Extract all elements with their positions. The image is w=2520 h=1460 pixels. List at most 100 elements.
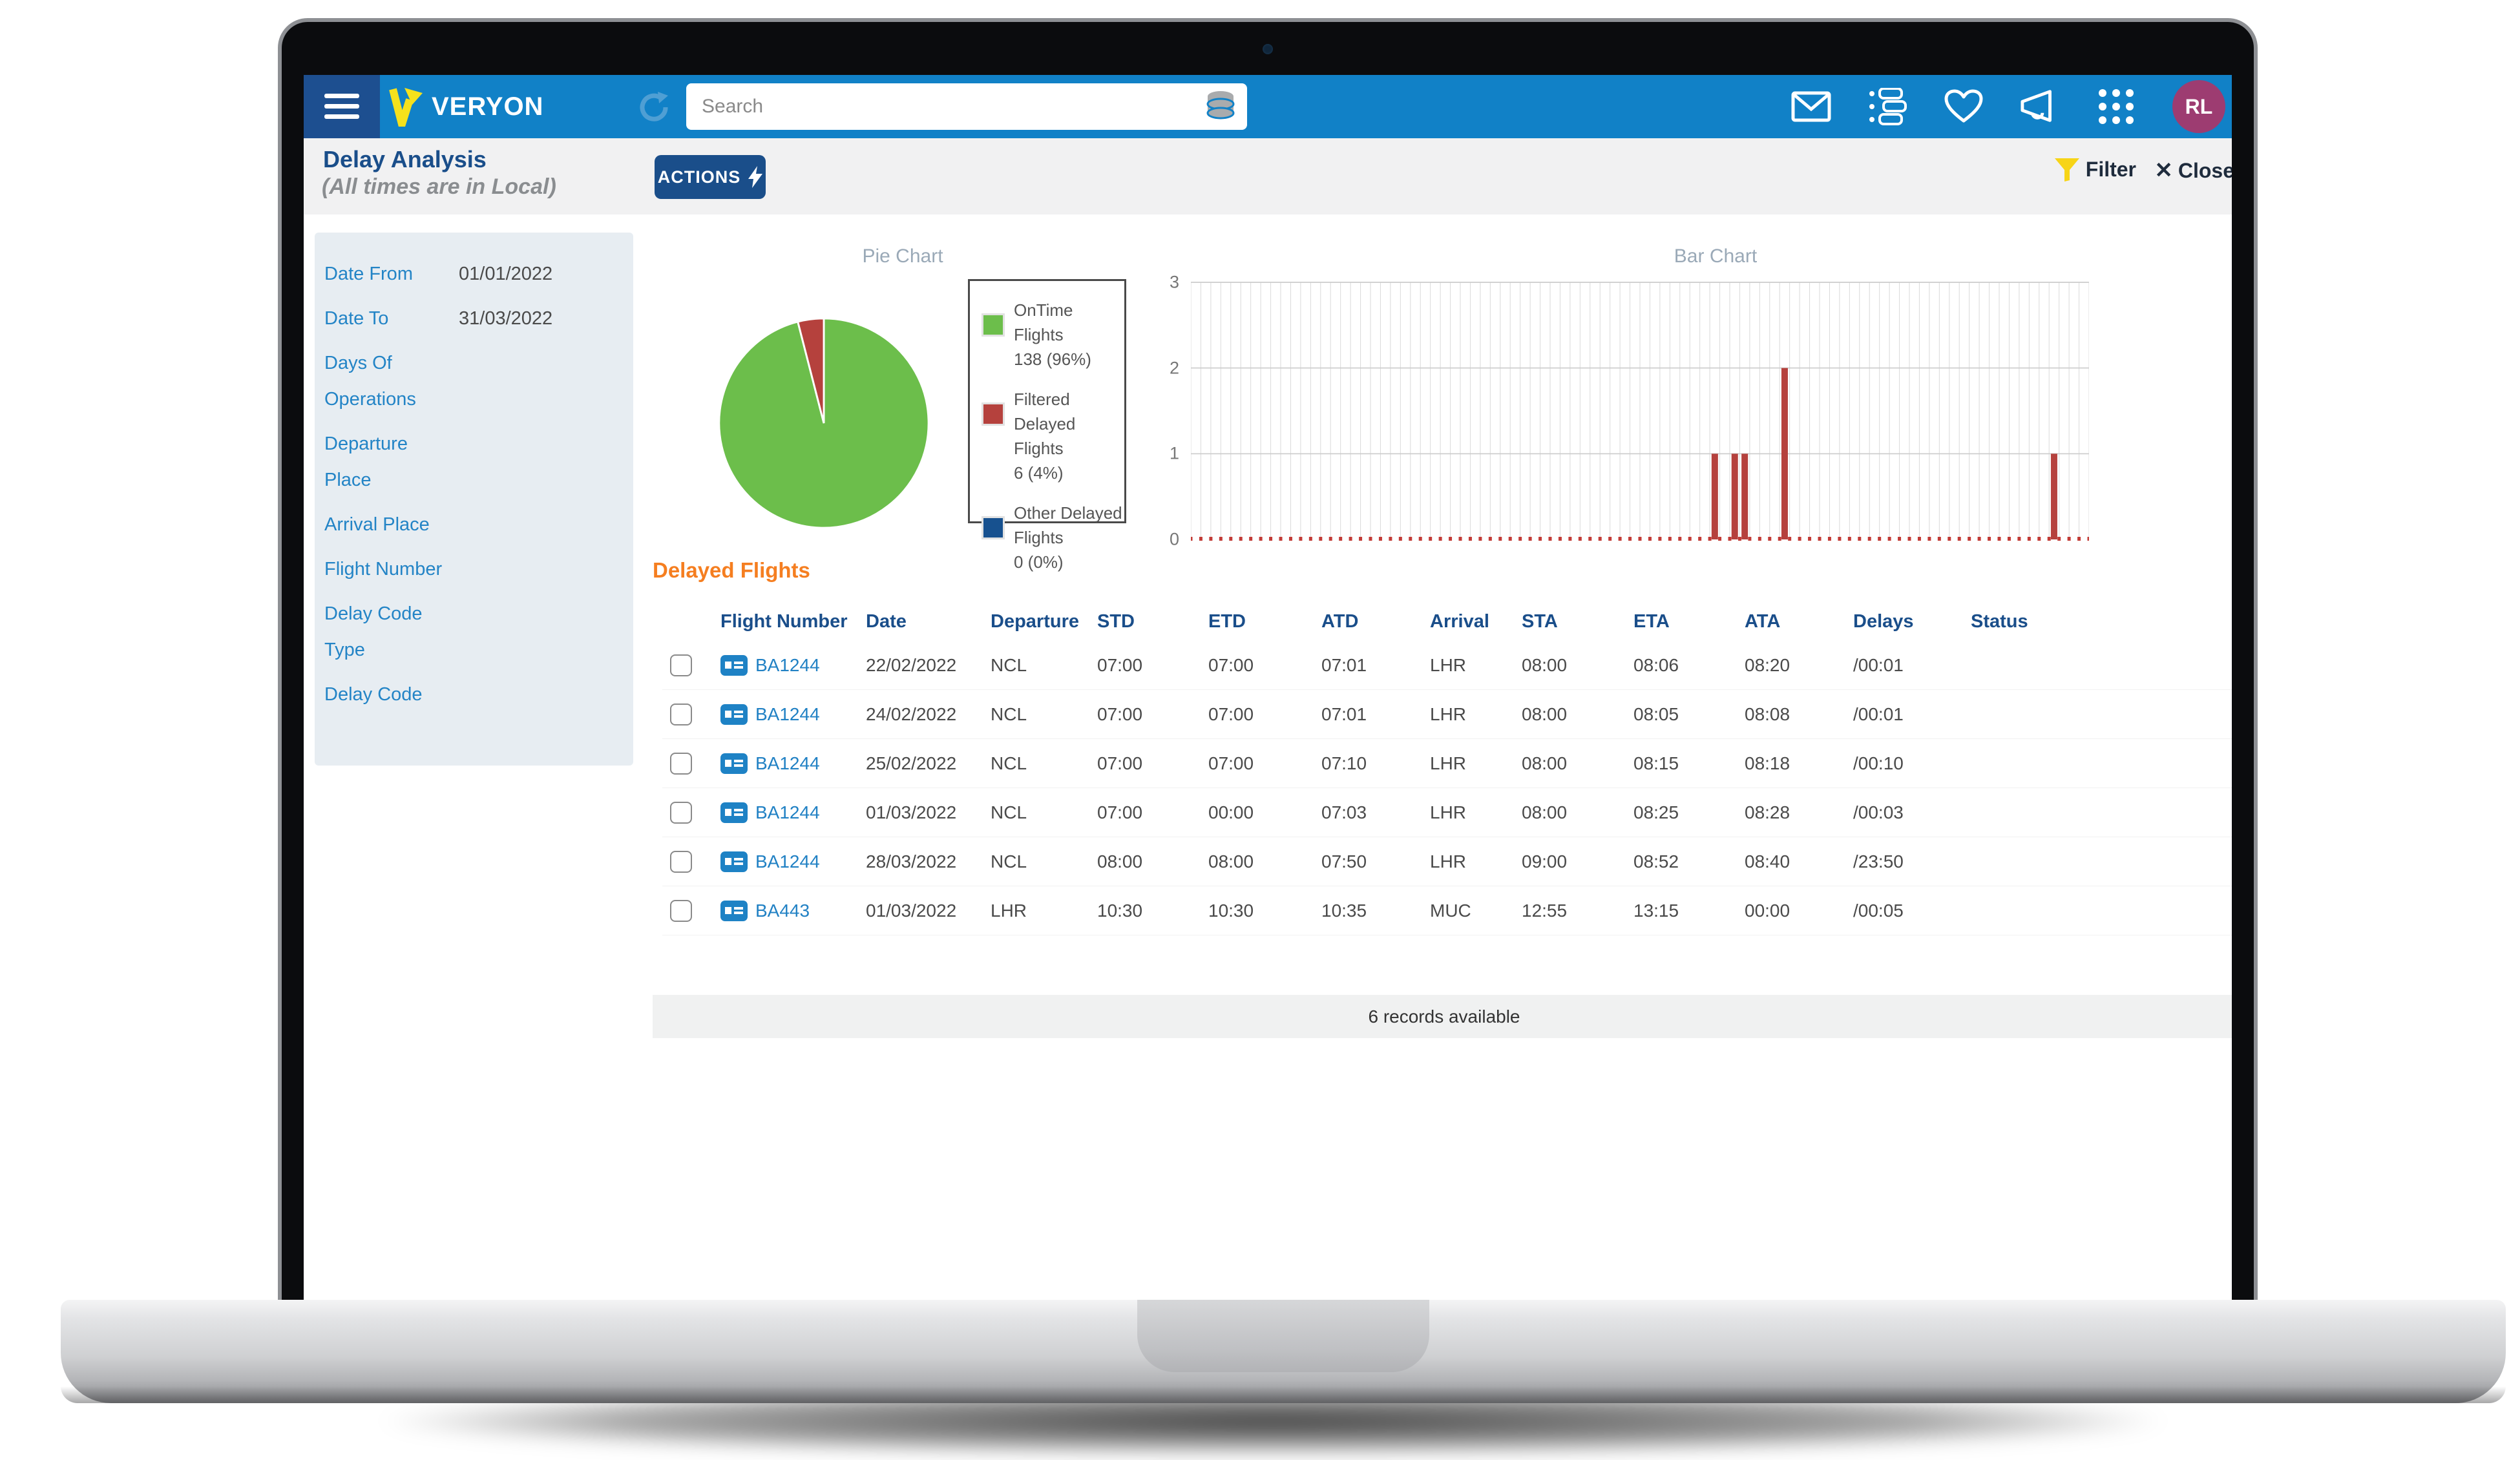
column-header[interactable]: ETA xyxy=(1633,610,1670,632)
table-body: BA1244 22/02/2022 NCL 07:00 07:00 07:01 LHR 08:… xyxy=(662,641,2232,935)
flight-number-link[interactable]: BA1244 xyxy=(755,704,820,724)
row-checkbox[interactable] xyxy=(670,654,692,676)
baseline-dash xyxy=(1389,537,1392,541)
row-checkbox[interactable] xyxy=(670,899,692,922)
baseline-dash xyxy=(1578,537,1582,541)
baseline-dash xyxy=(1977,537,1981,541)
legend-item: Other Delayed Flights 0 (0%) xyxy=(982,501,1124,574)
flight-cell: BA443 xyxy=(714,900,859,921)
webcam-dot xyxy=(1263,44,1273,54)
filter-label[interactable]: Days Of Operations xyxy=(324,353,416,410)
filter-label[interactable]: Delay Code Type xyxy=(324,603,423,660)
legend-label: Filtered Delayed Flights 6 (4%) xyxy=(1014,390,1076,483)
column-header[interactable]: ATA xyxy=(1745,610,1781,632)
row-checkbox[interactable] xyxy=(670,752,692,775)
apps-button[interactable] xyxy=(2096,87,2136,127)
veryon-logo-text: VERYON xyxy=(432,92,544,121)
filter-button[interactable]: Filter xyxy=(2054,158,2136,182)
column-header[interactable]: Arrival xyxy=(1430,610,1489,632)
filter-row: Delay Code Type xyxy=(324,596,633,668)
baseline-dash xyxy=(1458,537,1462,541)
cell-etd: 08:00 xyxy=(1208,851,1254,871)
flight-number-link[interactable]: BA443 xyxy=(755,900,810,921)
cell-arrival: LHR xyxy=(1430,851,1467,871)
column-header[interactable]: STD xyxy=(1097,610,1135,632)
pie-chart-title: Pie Chart xyxy=(862,245,943,267)
cell-ata: 08:08 xyxy=(1745,704,1790,724)
baseline-dash xyxy=(1778,537,1781,541)
baseline-dash xyxy=(2057,537,2061,541)
filter-label[interactable]: Departure Place xyxy=(324,433,408,490)
delayed-flights-table: Flight Number Date Departure STD ETD ATD Arriv… xyxy=(662,602,2232,935)
column-header[interactable]: STA xyxy=(1522,610,1558,632)
filter-value[interactable]: 01/01/2022 xyxy=(459,264,553,284)
close-button[interactable]: ✕ Close xyxy=(2154,158,2232,183)
page-title: Delay Analysis xyxy=(323,146,487,172)
flight-number-link[interactable]: BA1244 xyxy=(755,654,820,675)
cell-std: 07:00 xyxy=(1097,654,1143,675)
mail-button[interactable] xyxy=(1791,87,1831,127)
delay-bar xyxy=(1741,454,1748,539)
baseline-dash xyxy=(1598,537,1602,541)
row-checkbox[interactable] xyxy=(670,703,692,725)
baseline-dash xyxy=(1528,537,1532,541)
bar-chart-ytick: 1 xyxy=(1169,443,1179,463)
cell-etd: 07:00 xyxy=(1208,654,1254,675)
delay-bar xyxy=(2050,454,2057,539)
queue-button[interactable] xyxy=(1867,87,1907,127)
table-row: BA1244 01/03/2022 NCL 07:00 00:00 07:03 LHR 08:… xyxy=(662,788,2232,837)
column-header[interactable]: ETD xyxy=(1208,610,1246,632)
laptop-notch xyxy=(1137,1300,1429,1372)
page-header: Delay Analysis (All times are in Local) … xyxy=(304,138,2232,214)
flight-card-icon xyxy=(720,802,748,823)
announcements-button[interactable] xyxy=(2020,87,2060,127)
menu-button[interactable] xyxy=(304,75,380,138)
mail-icon xyxy=(1791,91,1831,122)
row-checkbox[interactable] xyxy=(670,850,692,873)
refresh-icon xyxy=(640,92,668,121)
favorites-button[interactable] xyxy=(1944,87,1984,127)
search-input[interactable] xyxy=(686,96,1206,118)
cell-ata: 08:18 xyxy=(1745,753,1790,773)
row-checkbox[interactable] xyxy=(670,801,692,824)
column-header[interactable]: Status xyxy=(1971,610,2028,632)
flight-number-link[interactable]: BA1244 xyxy=(755,753,820,773)
column-header[interactable]: ATD xyxy=(1321,610,1359,632)
database-icon[interactable] xyxy=(1206,90,1235,123)
baseline-dash xyxy=(1308,537,1312,541)
filter-label[interactable]: Flight Number xyxy=(324,559,443,579)
flight-number-link[interactable]: BA1244 xyxy=(755,851,820,871)
filter-value[interactable]: 31/03/2022 xyxy=(459,308,553,329)
table-row: BA443 01/03/2022 LHR 10:30 10:30 10:35 MUC 12:5… xyxy=(662,886,2232,935)
filter-label[interactable]: Arrival Place xyxy=(324,514,430,535)
baseline-dash xyxy=(1648,537,1652,541)
table-row: BA1244 24/02/2022 NCL 07:00 07:00 07:01 LHR 08:… xyxy=(662,690,2232,739)
veryon-logo[interactable]: VERYON xyxy=(389,75,543,138)
cell-delays: /00:03 xyxy=(1853,802,1904,822)
filter-label[interactable]: Date To xyxy=(324,308,389,329)
baseline-dash xyxy=(1299,537,1303,541)
close-button-label: Close xyxy=(2178,158,2232,182)
baseline-dash xyxy=(1478,537,1482,541)
actions-button-label: ACTIONS xyxy=(657,167,741,187)
baseline-dash xyxy=(1288,537,1292,541)
filter-row: Arrival Place xyxy=(324,506,633,543)
cell-delays: /23:50 xyxy=(1853,851,1904,871)
veryon-logo-icon xyxy=(389,88,423,127)
actions-button[interactable]: ACTIONS xyxy=(655,155,766,199)
filter-label[interactable]: Date From xyxy=(324,264,413,284)
column-header[interactable]: Delays xyxy=(1853,610,1914,632)
refresh-button[interactable] xyxy=(637,90,671,124)
flight-number-link[interactable]: BA1244 xyxy=(755,802,820,822)
checkbox-cell xyxy=(662,899,714,922)
filter-button-label: Filter xyxy=(2085,158,2136,181)
filter-label[interactable]: Delay Code xyxy=(324,684,423,705)
hamburger-icon xyxy=(324,94,359,119)
laptop-base xyxy=(61,1300,2506,1403)
column-header[interactable]: Departure xyxy=(991,610,1079,632)
user-avatar[interactable]: RL xyxy=(2172,80,2225,133)
apps-grid-icon xyxy=(2099,89,2134,124)
cell-ata: 08:20 xyxy=(1745,654,1790,675)
column-header[interactable]: Date xyxy=(866,610,907,632)
column-header[interactable]: Flight Number xyxy=(720,610,848,632)
